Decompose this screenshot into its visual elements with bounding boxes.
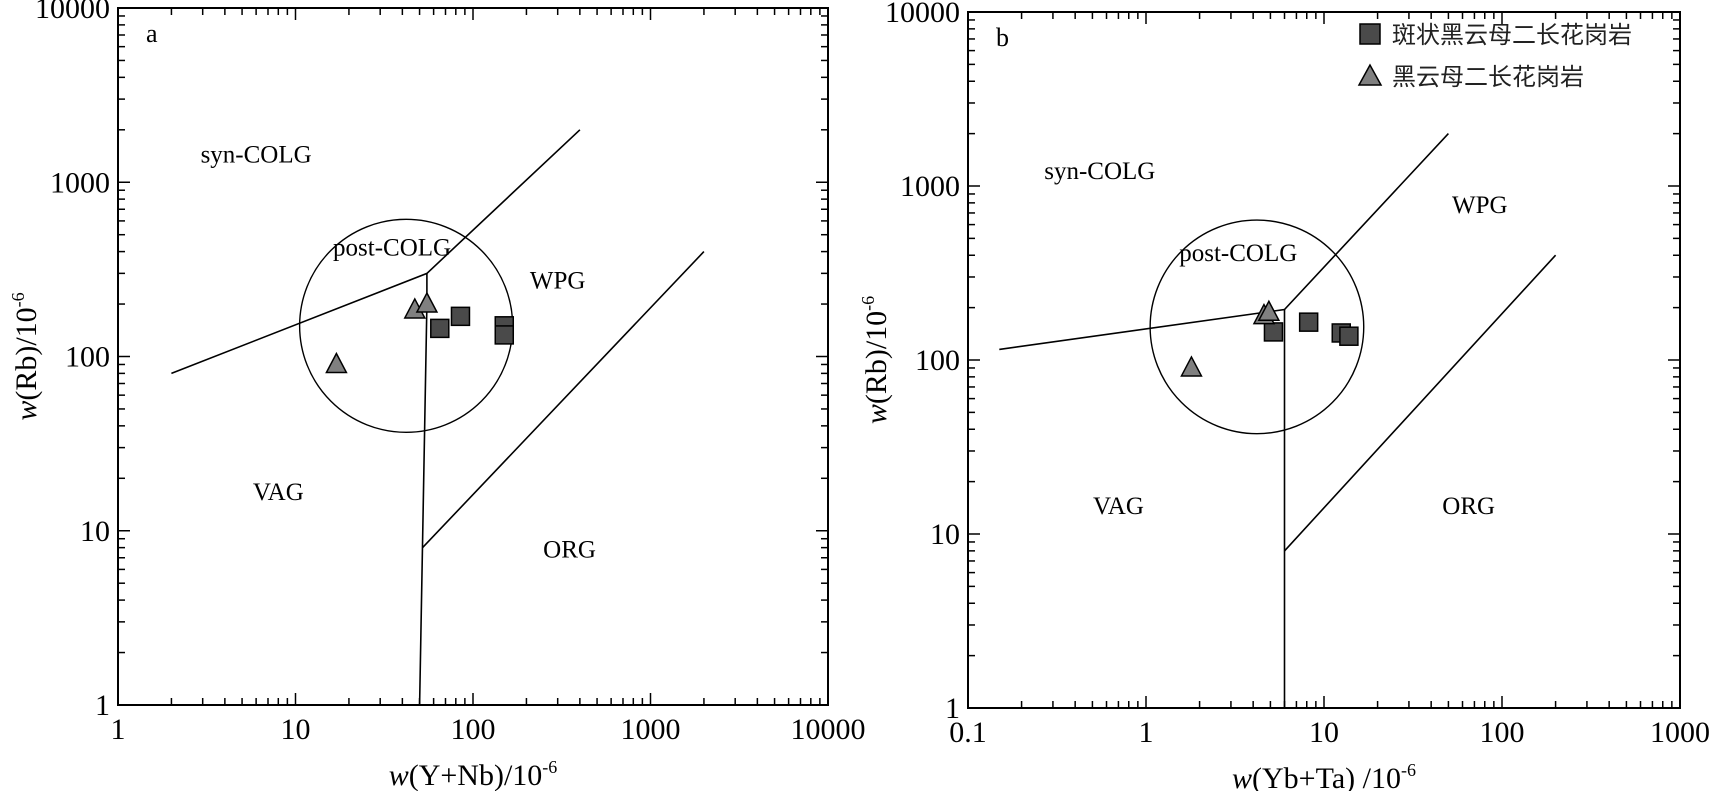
field-boundary-line [999,133,1449,351]
y-axis-title-sup: -6 [858,296,878,311]
field-label-vag: VAG [1093,493,1144,520]
legend-marker-triangle [1357,63,1383,86]
legend-label: 黑云母二长花岗岩 [1392,63,1584,91]
field-label-wpg: WPG [1452,192,1508,219]
x-tick-label: 100 [451,713,496,746]
field-label-vag: VAG [253,479,304,506]
y-tick-label: 1 [95,689,110,722]
field-label-org: ORG [1442,493,1495,520]
x-axis-title: w(Yb+Ta) /10-6 [1232,760,1416,791]
y-axis-title-main: (Rb)/10 [10,307,43,400]
y-tick-label: 10000 [885,0,960,29]
x-tick-label: 1000 [1650,716,1710,749]
field-label-org: ORG [543,537,596,564]
x-tick-label: 1000 [621,713,681,746]
x-axis-title: w(Y+Nb)/10-6 [389,757,558,791]
y-axis-title-main: (Rb)/10 [860,311,893,404]
panel-a: 1 10 100 1000 10000110100100010000w(Y+Nb)/10… [8,0,866,791]
x-tick-label: 0.1 [949,716,987,749]
x-axis-title-main: (Yb+Ta) /10 [1252,762,1401,791]
y-tick-label: 1000 [50,166,110,199]
data-point-triangle [325,351,348,374]
data-point-square [450,306,471,327]
y-tick-label: 10 [930,518,960,551]
field-boundary-line [422,251,705,549]
y-tick-label: 10000 [35,0,110,25]
plot-frame [967,11,1681,709]
x-tick-label: 100 [1480,716,1525,749]
data-point-triangle [1180,355,1203,377]
panel-letter: a [146,19,158,48]
x-tick-label: 1 [111,713,126,746]
y-axis-title-sup: -6 [8,292,28,307]
legend-marker-square [1359,23,1381,45]
x-axis-title-sup: -6 [1401,760,1416,780]
legend-label: 斑状黑云母二长花岗岩 [1392,21,1632,49]
x-tick-label: 10 [1309,716,1339,749]
data-point-triangle [415,291,439,313]
post-colg-circle [1149,219,1365,435]
y-axis-title: w(Rb)/10-6 [8,292,43,420]
x-axis-title-italic: w [389,759,409,791]
field-label-post-colg: post-COLG [1179,240,1297,267]
y-axis-title-italic: w [860,404,893,424]
y-tick-label: 100 [65,341,110,374]
y-axis-title-italic: w [10,401,43,421]
data-point-square [1263,322,1284,342]
y-tick-label: 10 [80,515,110,548]
x-tick-label: 10000 [791,713,866,746]
field-boundary-line [418,273,428,706]
data-point-square [494,325,515,345]
x-axis-title-italic: w [1232,762,1252,791]
field-label-post-colg: post-COLG [333,234,451,261]
plot-frame [117,7,829,706]
field-label-syn-colg: syn-COLG [201,141,312,168]
field-boundary-line [1283,254,1557,552]
x-tick-label: 10 [281,713,311,746]
x-axis-title-main: (Y+Nb)/10 [409,759,543,791]
x-tick-label: 1 [1139,716,1154,749]
field-label-wpg: WPG [530,268,586,295]
y-tick-label: 100 [915,344,960,377]
y-tick-label: 1000 [900,170,960,203]
data-point-square [430,318,450,339]
panel-letter: b [996,23,1009,52]
field-label-syn-colg: syn-COLG [1044,158,1155,185]
y-axis-title: w(Rb)/10-6 [858,296,893,424]
y-tick-label: 1 [945,692,960,725]
data-point-square [1339,326,1359,346]
data-point-square [1298,312,1319,332]
data-point-triangle [1257,299,1281,322]
x-axis-title-sup: -6 [542,757,557,777]
